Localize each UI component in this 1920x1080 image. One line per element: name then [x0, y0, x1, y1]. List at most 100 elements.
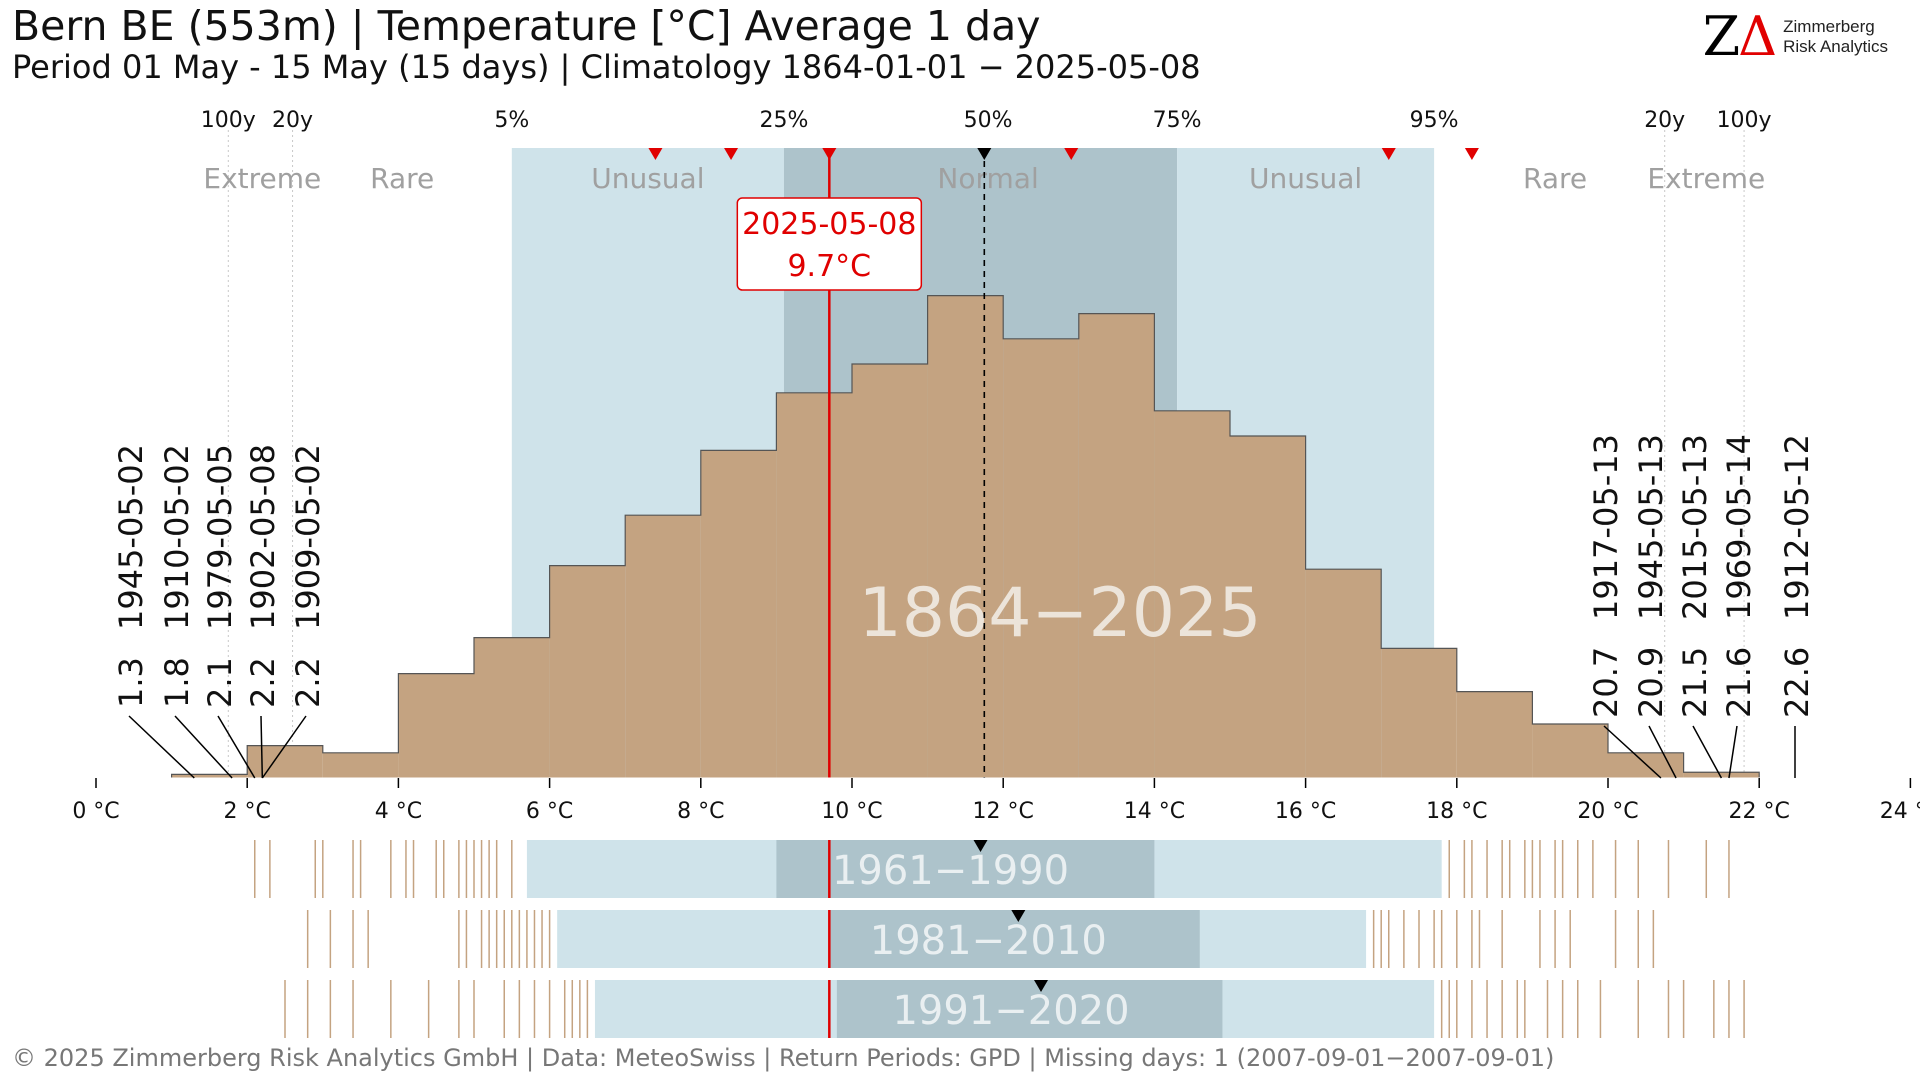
histogram-bar — [852, 364, 928, 778]
cold-extreme-date: 1910-05-02 — [158, 444, 196, 630]
red-marker — [1381, 148, 1396, 160]
period-median-marker — [1011, 910, 1026, 922]
cold-extreme-value: 1.8 — [158, 657, 196, 708]
percentile-label: 75% — [1153, 108, 1202, 133]
histogram-bar — [1305, 569, 1382, 778]
warm-extreme-date: 1917-05-13 — [1587, 434, 1625, 620]
histogram-outline — [171, 295, 1760, 778]
category-label: Normal — [937, 162, 1038, 195]
red-marker — [648, 148, 663, 160]
cold-extreme-leader — [128, 715, 195, 779]
percentile-label: 100y — [201, 108, 256, 133]
warm-extreme-value: 22.6 — [1778, 647, 1816, 718]
category-label: Extreme — [1647, 162, 1765, 195]
histogram-bar — [1003, 338, 1079, 778]
cold-extreme-date: 1909-05-02 — [289, 444, 327, 630]
cold-extreme-leader — [217, 715, 256, 779]
warm-extreme-value: 20.7 — [1587, 647, 1625, 718]
x-tick-label: 4 °C — [375, 799, 422, 824]
percentile-label: 100y — [1717, 108, 1772, 133]
histogram-bar — [1154, 410, 1230, 778]
logo-line-1: Zimmerberg — [1783, 17, 1875, 36]
period-label: 1961−1990 — [832, 848, 1069, 894]
histogram-bar — [1381, 648, 1457, 778]
percentile-label: 20y — [1644, 108, 1685, 133]
x-tick-label: 14 °C — [1124, 799, 1185, 824]
category-label: Extreme — [203, 162, 321, 195]
warm-extreme-value: 21.6 — [1720, 647, 1758, 718]
x-tick-label: 12 °C — [973, 799, 1034, 824]
current-date: 2025-05-08 — [742, 207, 916, 242]
category-label: Rare — [370, 162, 434, 195]
current-value: 9.7°C — [787, 249, 871, 284]
histogram-bar — [322, 752, 399, 778]
x-tick-label: 22 °C — [1729, 799, 1790, 824]
warm-extreme-value: 20.9 — [1632, 647, 1670, 718]
histogram-bar — [1078, 313, 1155, 778]
histogram-bar — [247, 745, 323, 778]
category-label: Unusual — [591, 162, 704, 195]
percentile-label: 20y — [272, 108, 313, 133]
warm-extreme-date: 2015-05-13 — [1676, 434, 1714, 620]
period-label: 1991−2020 — [892, 988, 1129, 1034]
chart-title: Bern BE (553m) | Temperature [°C] Averag… — [12, 2, 1041, 50]
warm-extreme-date: 1945-05-13 — [1632, 434, 1670, 620]
cold-extreme-leader — [260, 715, 264, 779]
histogram-bar — [398, 673, 474, 778]
histogram-bar — [927, 295, 1004, 778]
warm-extreme-leader — [1648, 725, 1677, 779]
histogram-bar — [625, 515, 701, 778]
period-band-normal — [829, 910, 1200, 968]
current-value-box — [736, 197, 923, 291]
histogram-bar — [1683, 772, 1760, 778]
cold-extreme-date: 1979-05-05 — [201, 444, 239, 630]
cold-extreme-date: 1902-05-08 — [244, 444, 282, 630]
x-tick-label: 10 °C — [821, 799, 882, 824]
x-tick-label: 20 °C — [1577, 799, 1638, 824]
logo-text: Zimmerberg Risk Analytics — [1783, 17, 1888, 57]
warm-extreme-leader — [1728, 725, 1738, 779]
histogram-bar — [1532, 724, 1608, 778]
cold-extreme-leader — [174, 715, 233, 779]
x-tick-label: 16 °C — [1275, 799, 1336, 824]
period-watermark: 1864−2025 — [858, 574, 1261, 653]
histogram-bar — [1230, 436, 1306, 778]
category-label: Unusual — [1249, 162, 1362, 195]
warm-extreme-leader — [1603, 725, 1662, 779]
category-label: Rare — [1523, 162, 1587, 195]
chart-subtitle: Period 01 May - 15 May (15 days) | Clima… — [12, 48, 1201, 86]
cold-extreme-value: 2.1 — [201, 657, 239, 708]
x-tick-label: 6 °C — [526, 799, 573, 824]
logo-line-2: Risk Analytics — [1783, 37, 1888, 56]
histogram-bar — [549, 565, 626, 778]
red-marker — [1464, 148, 1479, 160]
warm-extreme-date: 1912-05-12 — [1778, 434, 1816, 620]
histogram-bar — [700, 450, 777, 778]
period-label: 1981−2010 — [870, 918, 1107, 964]
cold-extreme-leader — [261, 715, 307, 779]
red-marker — [724, 148, 739, 160]
x-tick-label: 18 °C — [1426, 799, 1487, 824]
histogram-bar — [1608, 752, 1684, 778]
warm-extreme-leader — [1692, 725, 1723, 779]
cold-extreme-value: 1.3 — [112, 657, 150, 708]
percentile-label: 50% — [964, 108, 1013, 133]
x-tick-label: 24 °C — [1880, 799, 1920, 824]
cold-extreme-value: 2.2 — [244, 657, 282, 708]
histogram-bar — [474, 637, 550, 778]
warm-extreme-date: 1969-05-14 — [1720, 434, 1758, 620]
median-marker — [977, 148, 992, 160]
x-tick-label: 8 °C — [677, 799, 724, 824]
period-median-marker — [1034, 980, 1048, 992]
period-band-normal — [836, 980, 1223, 1038]
company-logo: ZΔ Zimmerberg Risk Analytics — [1703, 10, 1888, 64]
percentile-label: 5% — [494, 108, 529, 133]
cold-extreme-value: 2.2 — [289, 657, 327, 708]
histogram-bar — [1456, 691, 1533, 778]
period-band-normal — [776, 840, 1155, 898]
percentile-label: 25% — [760, 108, 809, 133]
histogram-bar — [776, 392, 852, 778]
percentile-label: 95% — [1410, 108, 1459, 133]
histogram-bar — [171, 774, 248, 778]
